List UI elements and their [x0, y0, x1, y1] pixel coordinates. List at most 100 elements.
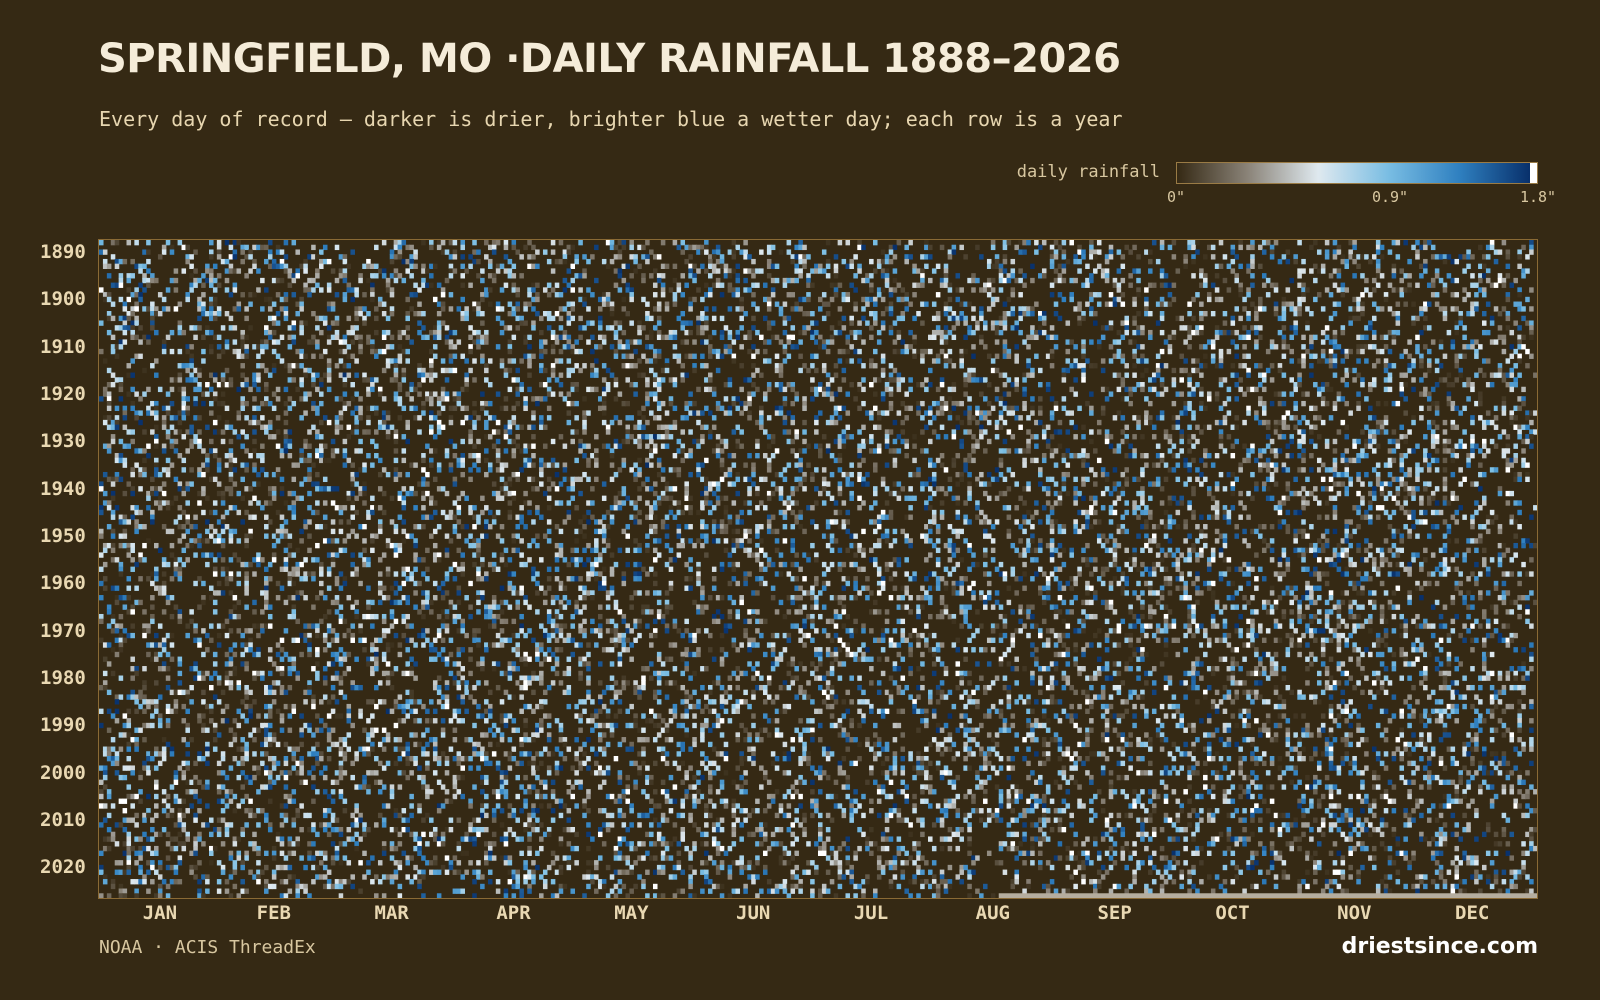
- heatmap-cell: [1100, 268, 1106, 274]
- heatmap-cell: [939, 396, 945, 402]
- heatmap-cell: [1273, 391, 1279, 397]
- heatmap-cell: [370, 344, 375, 350]
- heatmap-cell: [1214, 391, 1220, 397]
- heatmap-cell: [1022, 273, 1027, 279]
- heatmap-cell: [1226, 287, 1232, 293]
- heatmap-cell: [1313, 277, 1318, 284]
- heatmap-cell: [1505, 434, 1511, 440]
- heatmap-cell: [715, 400, 721, 407]
- heatmap-cell: [1100, 325, 1106, 331]
- heatmap-cell: [1356, 348, 1361, 355]
- heatmap-cell: [1120, 438, 1126, 445]
- legend-tick-max: 1.8": [1519, 188, 1557, 206]
- heatmap-cell: [1403, 410, 1408, 416]
- heatmap-cell: [531, 410, 536, 416]
- heatmap-cell: [1230, 315, 1236, 322]
- heatmap-cell: [1446, 391, 1452, 397]
- heatmap-cell: [1450, 457, 1456, 464]
- heatmap-cell: [928, 382, 933, 388]
- heatmap-cell: [1206, 339, 1212, 345]
- heatmap-cell: [346, 457, 352, 464]
- heatmap-cell: [393, 268, 399, 274]
- heatmap-cell: [436, 419, 442, 426]
- heatmap-cell: [601, 339, 607, 345]
- heatmap-cell: [484, 434, 489, 440]
- heatmap-cell: [1206, 453, 1212, 459]
- heatmap-cell: [315, 315, 320, 322]
- heatmap-cell: [829, 339, 835, 345]
- heatmap-cell: [719, 292, 725, 298]
- heatmap-cell: [267, 240, 273, 246]
- heatmap-cell: [299, 453, 304, 459]
- heatmap-cell: [751, 301, 756, 307]
- heatmap-cell: [802, 448, 807, 454]
- heatmap-cell: [1269, 448, 1275, 454]
- heatmap-cell: [1218, 263, 1224, 269]
- heatmap-cell: [558, 391, 564, 397]
- heatmap-cell: [1399, 292, 1405, 298]
- heatmap-cell: [1100, 334, 1106, 341]
- heatmap-cell: [397, 396, 403, 402]
- heatmap-cell: [405, 296, 410, 303]
- heatmap-cell: [747, 348, 752, 355]
- heatmap-cell: [735, 292, 741, 298]
- heatmap-cell: [873, 424, 878, 430]
- heatmap-cell: [1140, 358, 1145, 364]
- heatmap-cell: [1368, 344, 1373, 350]
- heatmap-cell: [185, 405, 190, 412]
- heatmap-cell: [857, 453, 862, 459]
- heatmap-cell: [417, 311, 422, 317]
- heatmap-cell: [503, 268, 509, 274]
- heatmap-cell: [401, 457, 407, 464]
- heatmap-cell: [841, 405, 847, 412]
- heatmap-cell: [609, 258, 615, 265]
- heatmap-cell: [597, 334, 603, 341]
- heatmap-cell: [629, 273, 634, 279]
- heatmap-cell: [963, 315, 968, 322]
- heatmap-cell: [770, 244, 776, 251]
- heatmap-cell: [983, 415, 988, 421]
- heatmap-cell: [1505, 273, 1511, 279]
- heatmap-cell: [550, 315, 556, 322]
- heatmap-cell: [578, 315, 583, 322]
- heatmap-cell: [519, 467, 524, 473]
- heatmap-cell: [888, 311, 894, 317]
- heatmap-cell: [1041, 424, 1047, 430]
- heatmap-cell: [1521, 438, 1526, 445]
- heatmap-cell: [896, 386, 902, 393]
- heatmap-cell: [1006, 311, 1012, 317]
- heatmap-cell: [1049, 348, 1055, 355]
- heatmap-cell: [134, 306, 139, 312]
- heatmap-cell: [1238, 377, 1243, 383]
- heatmap-cell: [1313, 405, 1318, 412]
- heatmap-cell: [499, 467, 505, 473]
- heatmap-cell: [1466, 396, 1471, 402]
- heatmap-cell: [377, 424, 383, 430]
- heatmap-cell: [1415, 334, 1420, 341]
- heatmap-cell: [825, 382, 831, 388]
- heatmap-cell: [617, 443, 623, 449]
- heatmap-cell: [1407, 287, 1412, 293]
- heatmap-cell: [613, 348, 619, 355]
- heatmap-cell: [1356, 391, 1361, 397]
- heatmap-cell: [692, 273, 697, 279]
- heatmap-cell: [252, 462, 257, 468]
- heatmap-cell: [1364, 424, 1369, 430]
- heatmap-cell: [641, 353, 646, 359]
- heatmap-cell: [165, 429, 171, 435]
- heatmap-cell: [601, 410, 607, 416]
- heatmap-cell: [1517, 358, 1522, 364]
- heatmap-cell: [739, 301, 744, 307]
- heatmap-cell: [197, 372, 202, 378]
- heatmap-cell: [751, 363, 756, 369]
- heatmap-cell: [1340, 329, 1346, 336]
- heatmap-cell: [876, 443, 882, 449]
- heatmap-cell: [1273, 240, 1279, 246]
- heatmap-cell: [228, 377, 234, 383]
- heatmap-cell: [468, 419, 473, 426]
- heatmap-cell: [1395, 254, 1401, 260]
- heatmap-cell: [1344, 448, 1350, 454]
- heatmap-cell: [841, 443, 847, 449]
- heatmap-cell: [1364, 396, 1369, 402]
- heatmap-cell: [1120, 358, 1126, 364]
